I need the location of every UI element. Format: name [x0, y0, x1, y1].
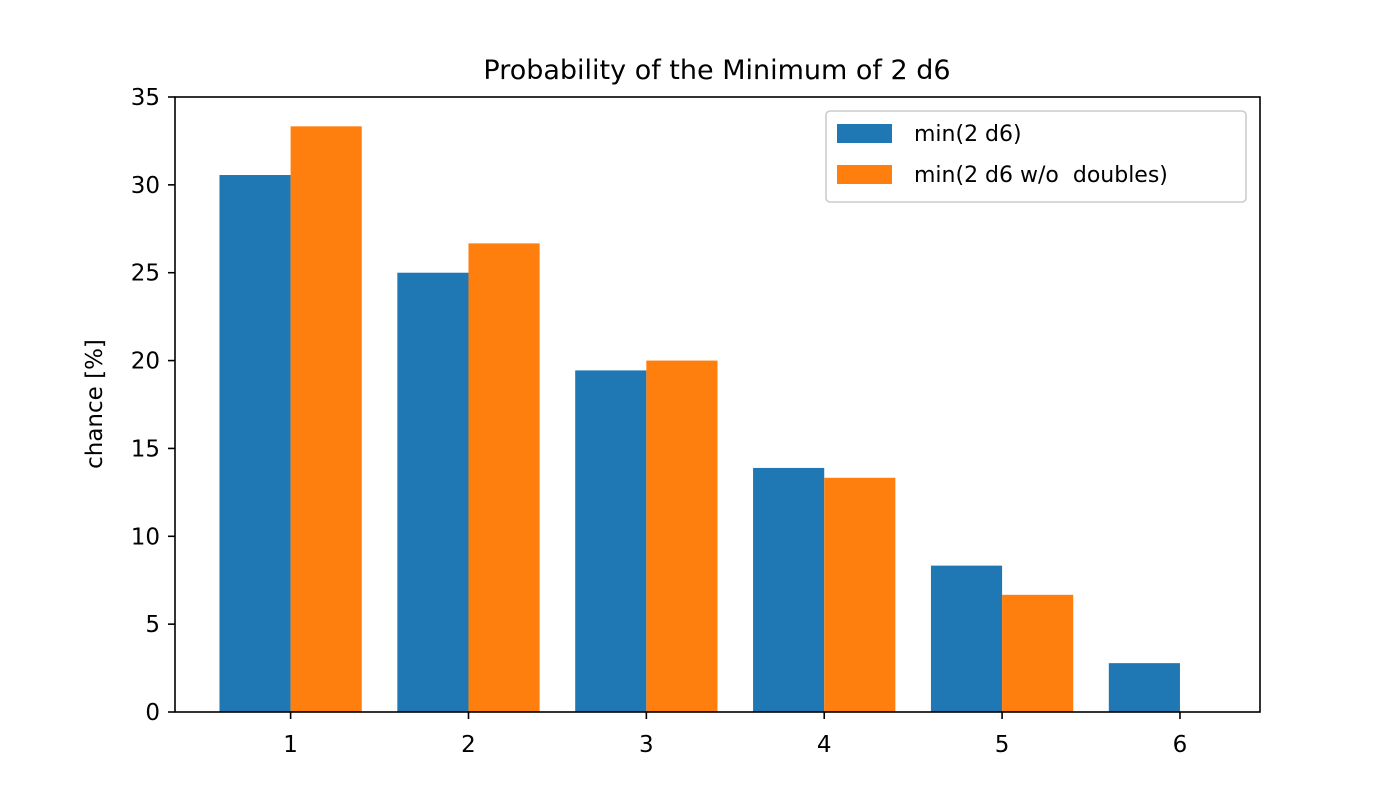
y-tick-label: 20	[131, 349, 160, 375]
y-axis-label: chance [%]	[82, 339, 108, 469]
bar-series1-cat-3	[575, 370, 647, 712]
bar-series1-cat-2	[397, 272, 469, 712]
ticks-layer: 0 5 10 15 20 25 30 35 1 2 3 4 5 6	[131, 85, 1188, 758]
bar-series1-cat-1	[219, 175, 291, 712]
y-tick-label: 0	[145, 700, 160, 726]
bars-layer	[219, 126, 1180, 713]
x-tick-label: 5	[995, 732, 1010, 758]
legend-label-series1: min(2 d6)	[914, 122, 1022, 147]
y-tick-label: 10	[131, 524, 160, 550]
x-tick-label: 6	[1173, 732, 1188, 758]
bar-series2-cat-3	[646, 360, 718, 712]
plot-frame	[174, 96, 1261, 713]
bar-series2-cat-4	[824, 477, 896, 712]
x-tick-label: 2	[461, 732, 476, 758]
legend: min(2 d6) min(2 d6 w/o doubles)	[825, 110, 1247, 203]
y-tick-label: 15	[131, 436, 160, 462]
legend-swatch-series1	[837, 124, 892, 143]
y-tick-label: 30	[131, 173, 160, 199]
bar-series1-cat-4	[753, 467, 825, 712]
x-tick-label: 3	[639, 732, 654, 758]
legend-box	[825, 110, 1247, 203]
x-tick-label: 1	[283, 732, 298, 758]
legend-swatch-series2	[837, 165, 892, 184]
bar-series1-cat-6	[1108, 663, 1180, 712]
bar-series2-cat-1	[290, 126, 362, 713]
legend-label-series2: min(2 d6 w/o doubles)	[914, 163, 1168, 188]
x-tick-label: 4	[817, 732, 832, 758]
bar-series2-cat-5	[1002, 594, 1074, 712]
y-tick-label: 35	[131, 85, 160, 111]
bar-series1-cat-5	[930, 565, 1003, 712]
y-tick-label: 5	[145, 612, 160, 638]
y-tick-label: 25	[131, 261, 160, 287]
chart-title: Probability of the Minimum of 2 d6	[483, 55, 950, 86]
bar-series2-cat-2	[468, 243, 540, 712]
